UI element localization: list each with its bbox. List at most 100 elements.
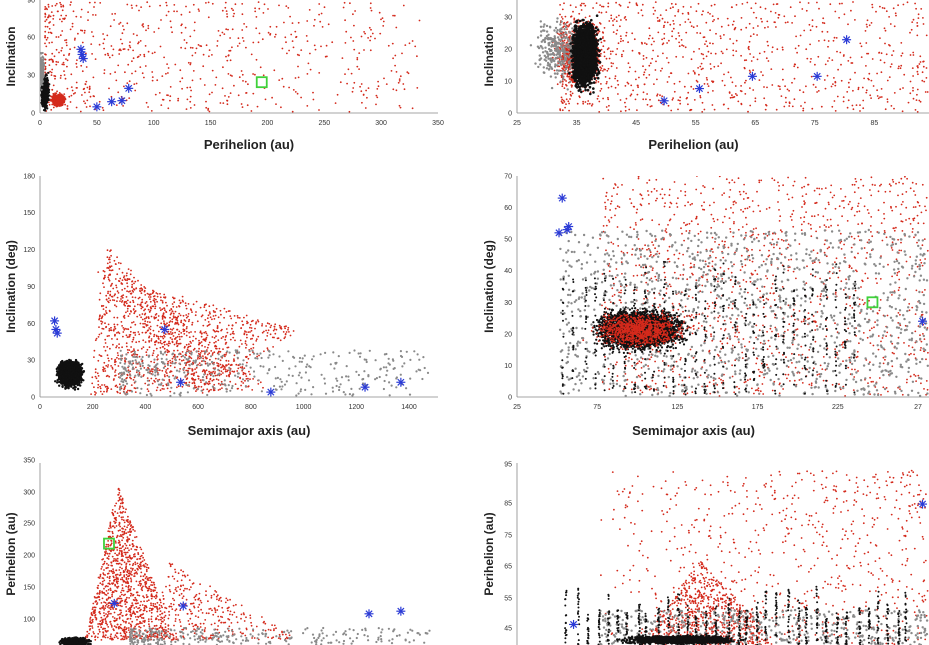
red-point xyxy=(566,75,569,78)
x-tick-label: 300 xyxy=(375,120,387,127)
red-point xyxy=(889,65,892,68)
red-point xyxy=(883,61,886,64)
red-point xyxy=(184,26,187,29)
red-point xyxy=(377,85,380,88)
red-point xyxy=(560,96,563,99)
red-point xyxy=(560,16,563,18)
red-point xyxy=(269,25,272,28)
red-point xyxy=(629,94,632,97)
red-point xyxy=(188,11,191,14)
red-point xyxy=(158,92,161,94)
red-point xyxy=(731,94,733,96)
red-point xyxy=(641,3,644,6)
red-point xyxy=(767,60,770,62)
red-point xyxy=(637,84,639,87)
red-point xyxy=(891,54,893,57)
red-point xyxy=(275,103,277,105)
red-point xyxy=(826,74,829,77)
red-point xyxy=(131,7,134,9)
red-point xyxy=(893,107,895,110)
red-point xyxy=(776,48,779,51)
red-point xyxy=(657,31,660,34)
red-point xyxy=(120,49,122,52)
red-point xyxy=(860,45,863,48)
red-point xyxy=(291,22,294,24)
red-point xyxy=(615,16,618,18)
grey-point xyxy=(549,59,552,62)
red-point xyxy=(159,45,162,48)
red-point xyxy=(606,81,608,83)
red-point xyxy=(65,44,68,47)
red-point xyxy=(170,26,173,29)
red-point xyxy=(240,103,243,105)
red-point xyxy=(191,47,194,49)
red-point xyxy=(817,55,820,58)
red-point xyxy=(247,83,249,86)
red-point xyxy=(233,84,235,87)
red-point xyxy=(559,13,561,16)
red-point xyxy=(597,81,600,83)
red-point xyxy=(642,98,645,101)
red-point xyxy=(654,9,656,12)
red-point xyxy=(661,38,663,41)
red-point xyxy=(909,80,912,83)
red-point xyxy=(309,52,311,55)
red-point xyxy=(687,11,690,14)
red-point xyxy=(916,22,919,24)
red-point xyxy=(254,7,256,10)
red-point xyxy=(51,59,54,62)
red-point xyxy=(617,93,619,95)
red-point xyxy=(567,25,569,28)
red-point xyxy=(139,66,142,68)
red-point xyxy=(917,66,919,69)
red-point xyxy=(744,81,746,84)
red-point xyxy=(713,19,715,21)
red-point xyxy=(805,9,808,12)
red-point xyxy=(343,1,346,4)
red-point xyxy=(624,85,627,87)
red-point xyxy=(71,25,74,28)
red-point xyxy=(150,110,153,112)
red-point xyxy=(64,98,67,101)
red-point xyxy=(363,31,365,33)
red-point xyxy=(581,2,583,5)
red-point xyxy=(690,6,692,8)
red-point xyxy=(561,98,564,101)
red-point xyxy=(622,39,624,42)
red-point xyxy=(287,7,290,9)
red-point xyxy=(80,64,83,67)
red-point xyxy=(570,15,573,18)
red-point xyxy=(128,80,131,83)
grey-point xyxy=(557,69,561,72)
red-point xyxy=(720,62,722,65)
red-point xyxy=(48,64,51,66)
red-point xyxy=(169,86,172,88)
red-point xyxy=(584,16,587,19)
red-point xyxy=(51,41,53,44)
red-point xyxy=(81,70,84,73)
red-point xyxy=(278,79,281,81)
red-point xyxy=(881,7,884,9)
red-point xyxy=(392,88,395,91)
red-point xyxy=(683,85,686,88)
red-point xyxy=(364,32,366,35)
red-point xyxy=(619,99,622,101)
red-point xyxy=(48,27,51,30)
red-point xyxy=(754,2,757,5)
red-point xyxy=(290,33,293,36)
red-point xyxy=(376,96,379,99)
red-point xyxy=(353,48,356,51)
red-point xyxy=(69,101,72,103)
red-point xyxy=(612,31,615,33)
red-point xyxy=(370,9,373,12)
red-point xyxy=(159,4,162,7)
red-point xyxy=(794,47,797,50)
red-point xyxy=(205,100,207,103)
red-point xyxy=(748,69,751,72)
red-point xyxy=(50,58,53,61)
red-point xyxy=(678,41,680,44)
red-point xyxy=(635,2,638,5)
red-point xyxy=(749,71,752,73)
red-point xyxy=(292,89,295,91)
red-point xyxy=(273,69,276,72)
